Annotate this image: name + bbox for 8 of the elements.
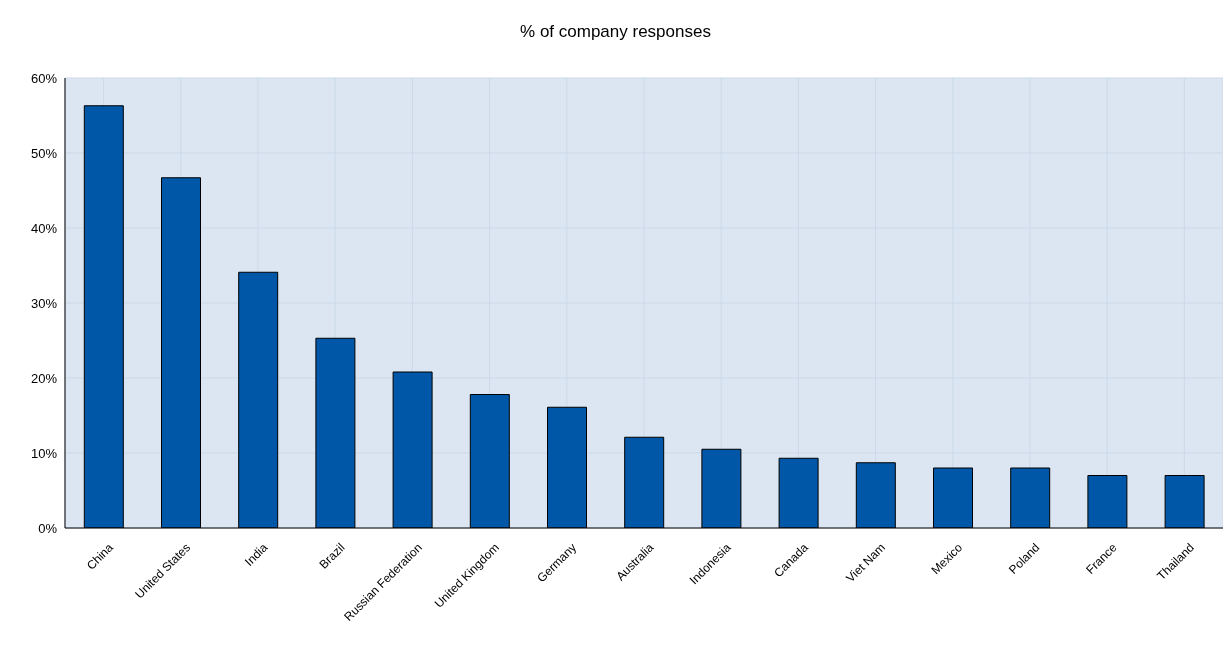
y-tick-label: 40% [30,220,58,236]
y-tick-label: 20% [30,370,58,386]
chart-title: % of company responses [519,22,712,42]
y-tick-label: 50% [30,145,58,161]
y-tick-label: 0% [38,520,58,536]
y-tick-label: 30% [30,295,58,311]
y-tick-label: 60% [30,70,58,86]
y-tick-label: 10% [30,445,58,461]
